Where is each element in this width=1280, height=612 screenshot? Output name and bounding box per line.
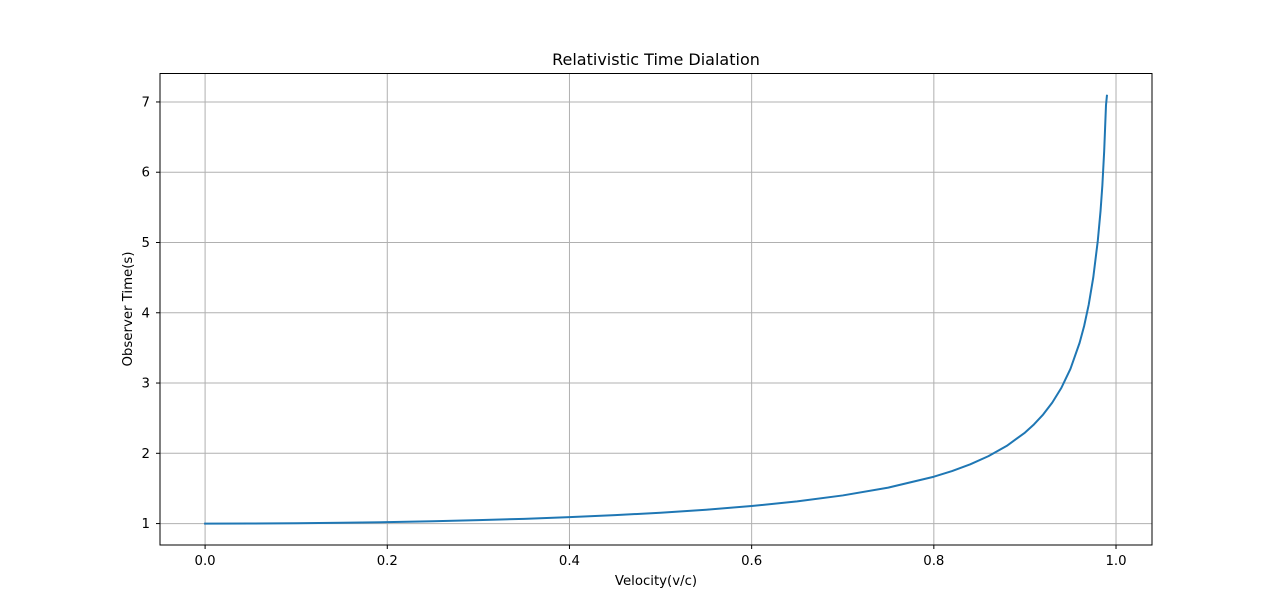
y-tick-label: 2 <box>142 447 150 462</box>
x-tick-label: 0.8 <box>923 554 944 569</box>
plot-frame <box>159 73 1153 546</box>
chart-title: Relativistic Time Dialation <box>552 50 760 69</box>
x-tick-label: 0.6 <box>741 554 762 569</box>
x-tick-label: 1.0 <box>1105 554 1126 569</box>
y-tick-label: 1 <box>142 517 150 532</box>
y-tick-label: 6 <box>142 166 150 181</box>
y-tick-label: 7 <box>142 95 150 110</box>
y-tick-label: 4 <box>142 306 150 321</box>
x-tick-label: 0.2 <box>377 554 398 569</box>
x-tick-label: 0.0 <box>195 554 216 569</box>
y-axis-ticks: 1 2 3 4 5 6 7 <box>142 95 160 532</box>
y-axis-label: Observer Time(s) <box>121 251 136 366</box>
x-tick-label: 0.4 <box>559 554 580 569</box>
x-axis-label: Velocity(v/c) <box>615 574 697 589</box>
grid <box>160 73 1152 545</box>
series-line <box>204 94 1109 525</box>
y-tick-label: 3 <box>142 377 150 392</box>
x-axis-ticks: 0.0 0.2 0.4 0.6 0.8 1.0 <box>195 545 1127 569</box>
series-layer <box>204 94 1109 525</box>
y-tick-label: 5 <box>142 236 150 251</box>
